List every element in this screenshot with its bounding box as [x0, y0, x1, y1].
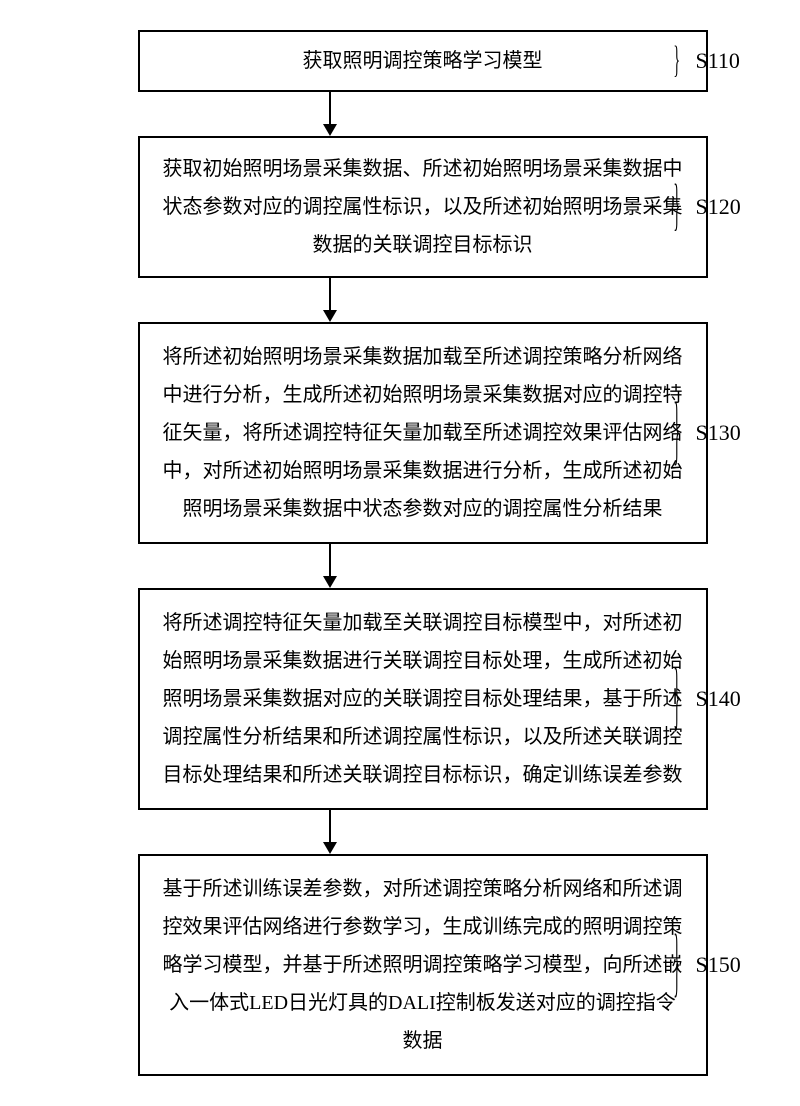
- step-row: 获取初始照明场景采集数据、所述初始照明场景采集数据中状态参数对应的调控属性标识，…: [20, 136, 780, 278]
- brace-icon: }: [673, 395, 680, 472]
- step-row: 获取照明调控策略学习模型}S110: [20, 30, 780, 92]
- step-id: S120: [695, 194, 740, 220]
- step-label: }S120: [668, 193, 741, 221]
- step-label: }S150: [668, 951, 741, 979]
- step-row: 将所述调控特征矢量加载至关联调控目标模型中，对所述初始照明场景采集数据进行关联调…: [20, 588, 780, 810]
- step-id: S150: [695, 952, 740, 978]
- step-id: S130: [695, 420, 740, 446]
- flow-arrow: [20, 544, 780, 588]
- flow-arrow: [20, 92, 780, 136]
- step-box: 将所述调控特征矢量加载至关联调控目标模型中，对所述初始照明场景采集数据进行关联调…: [138, 588, 708, 810]
- step-label: }S130: [668, 419, 741, 447]
- step-label: }S140: [668, 685, 741, 713]
- step-box: 获取初始照明场景采集数据、所述初始照明场景采集数据中状态参数对应的调控属性标识，…: [138, 136, 708, 278]
- step-row: 将所述初始照明场景采集数据加载至所述调控策略分析网络中进行分析，生成所述初始照明…: [20, 322, 780, 544]
- step-label: }S110: [668, 47, 740, 75]
- brace-icon: }: [673, 927, 680, 1004]
- flowchart: 获取照明调控策略学习模型}S110获取初始照明场景采集数据、所述初始照明场景采集…: [20, 30, 780, 1076]
- step-box: 基于所述训练误差参数，对所述调控策略分析网络和所述调控效果评估网络进行参数学习，…: [138, 854, 708, 1076]
- brace-icon: }: [673, 661, 680, 738]
- step-id: S110: [695, 48, 739, 74]
- brace-icon: }: [673, 42, 680, 80]
- flow-arrow: [20, 810, 780, 854]
- step-box: 将所述初始照明场景采集数据加载至所述调控策略分析网络中进行分析，生成所述初始照明…: [138, 322, 708, 544]
- step-id: S140: [695, 686, 740, 712]
- step-box: 获取照明调控策略学习模型: [138, 30, 708, 92]
- flow-arrow: [20, 278, 780, 322]
- step-row: 基于所述训练误差参数，对所述调控策略分析网络和所述调控效果评估网络进行参数学习，…: [20, 854, 780, 1076]
- brace-icon: }: [673, 178, 680, 235]
